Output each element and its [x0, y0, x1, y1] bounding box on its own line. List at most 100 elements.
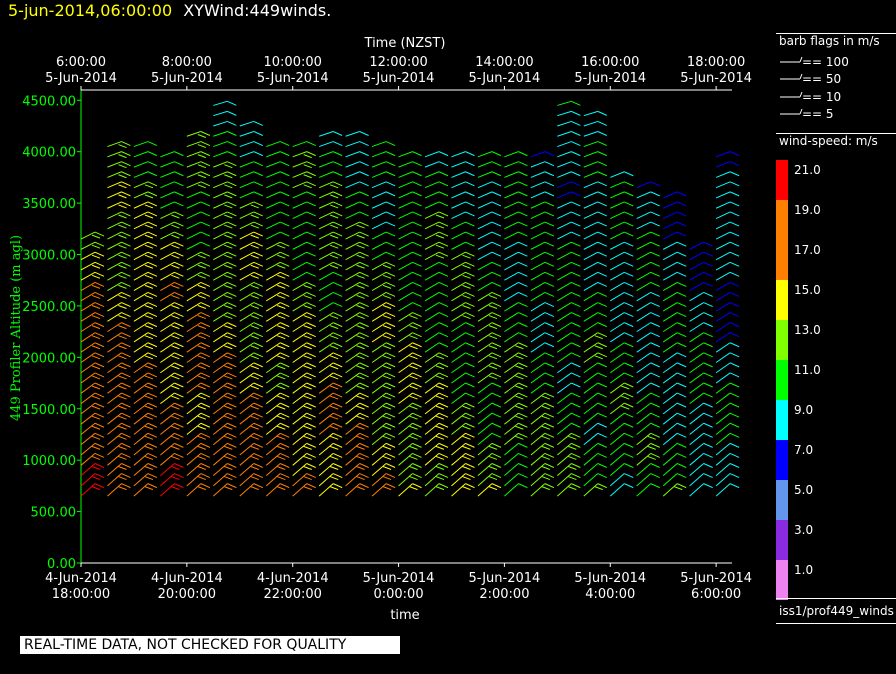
wind-barb-flag	[174, 181, 184, 187]
wind-barb-flag	[306, 171, 316, 177]
wind-barb-flag	[571, 201, 581, 207]
legend-barb-flag	[799, 91, 803, 98]
wind-barb-flag	[359, 161, 369, 167]
wind-barb	[477, 332, 493, 343]
wind-barb	[345, 281, 360, 291]
wind-barb-flag	[385, 271, 396, 277]
wind-barb-flag	[306, 342, 316, 348]
wind-barb-flag	[571, 171, 581, 177]
wind-barb-flag	[200, 442, 211, 448]
wind-barb-flag	[382, 274, 392, 279]
wind-barb-flag	[197, 476, 207, 481]
wind-barb-flag	[332, 463, 343, 468]
wind-barb	[477, 241, 493, 250]
wind-barb-flag	[382, 455, 392, 460]
wind-barb	[424, 312, 440, 322]
wind-barb-flag	[174, 432, 184, 438]
wind-barb	[160, 402, 175, 415]
wind-barb	[662, 271, 678, 281]
wind-barb	[345, 261, 360, 271]
wind-barb	[345, 151, 360, 158]
wind-barb-flag	[277, 264, 286, 269]
wind-barb	[107, 161, 122, 168]
wind-barb-flag	[277, 305, 286, 309]
wind-barb-flag	[253, 432, 263, 438]
wind-barb	[636, 191, 651, 199]
wind-barb	[345, 483, 360, 497]
wind-barb-flag	[409, 385, 418, 390]
wind-barb	[239, 332, 255, 343]
wind-barb-flag	[118, 335, 127, 340]
colorbar-label: 5.0	[794, 483, 813, 497]
wind-barb	[609, 342, 625, 353]
wind-barb-flag	[277, 254, 286, 259]
wind-barb-flag	[385, 181, 396, 187]
wind-barb	[133, 271, 149, 281]
wind-barb-flag	[174, 422, 184, 428]
wind-barb-flag	[518, 171, 528, 177]
wind-barb-flag	[385, 141, 396, 147]
wind-barb-flag	[571, 141, 581, 147]
wind-barb	[636, 251, 651, 261]
wind-barb-flag	[515, 355, 524, 360]
wind-barb	[371, 151, 387, 158]
wind-barb-flag	[650, 312, 660, 318]
wind-barb-flag	[438, 362, 449, 368]
top-tick-time: 8:00:00	[162, 55, 212, 70]
wind-barb	[318, 191, 334, 199]
wind-barb-flag	[174, 281, 184, 287]
wind-barb	[583, 412, 599, 425]
wind-barb	[610, 281, 625, 291]
wind-barb-flag	[197, 466, 207, 470]
wind-barb	[398, 201, 413, 209]
wind-barb-flag	[650, 412, 660, 418]
wind-barb	[451, 392, 466, 405]
wind-barb-flag	[224, 294, 233, 299]
wind-barb-flag	[624, 251, 634, 257]
wind-barb-flag	[280, 292, 290, 297]
wind-barb-flag	[306, 483, 316, 489]
wind-barb-flag	[356, 486, 365, 491]
wind-barb-flag	[676, 302, 687, 307]
wind-barb-flag	[465, 442, 475, 448]
wind-barb-flag	[438, 211, 449, 217]
wind-barb	[292, 322, 307, 333]
wind-barb	[345, 342, 360, 353]
wind-barb	[239, 473, 255, 487]
wind-barb-flag	[465, 281, 475, 287]
wind-barb-flag	[200, 332, 211, 338]
wind-barb	[213, 292, 228, 302]
wind-barb	[636, 271, 651, 281]
wind-barb-flag	[729, 382, 740, 388]
wind-barb	[424, 271, 440, 281]
wind-barb-flag	[518, 211, 528, 217]
wind-barb-flag	[385, 483, 396, 489]
wind-barb	[424, 171, 440, 178]
wind-barb	[477, 402, 493, 415]
wind-barb-flag	[147, 241, 158, 247]
wind-barb-flag	[597, 151, 608, 157]
wind-barb-flag	[280, 151, 290, 157]
wind-barb-flag	[253, 382, 263, 388]
wind-barb	[213, 392, 228, 405]
wind-barb-flag	[147, 302, 158, 307]
wind-barb	[424, 221, 440, 230]
wind-barb-flag	[94, 362, 105, 368]
wind-barb-flag	[91, 405, 101, 410]
wind-barb	[636, 281, 651, 291]
wind-barb	[80, 322, 96, 333]
wind-barb-flag	[303, 154, 312, 159]
wind-barb-flag	[332, 452, 343, 458]
wind-barb-flag	[544, 151, 555, 157]
wind-barb-flag	[462, 415, 471, 420]
wind-barb-flag	[435, 234, 445, 239]
wind-barb-flag	[544, 412, 555, 418]
wind-barb	[689, 402, 704, 415]
wind-barb-flag	[488, 315, 498, 320]
wind-barb-flag	[412, 473, 422, 479]
wind-barb-flag	[515, 375, 524, 380]
wind-barb-flag	[703, 332, 713, 338]
wind-barb	[186, 473, 202, 487]
wind-barb	[292, 402, 308, 415]
wind-barb	[451, 483, 466, 497]
